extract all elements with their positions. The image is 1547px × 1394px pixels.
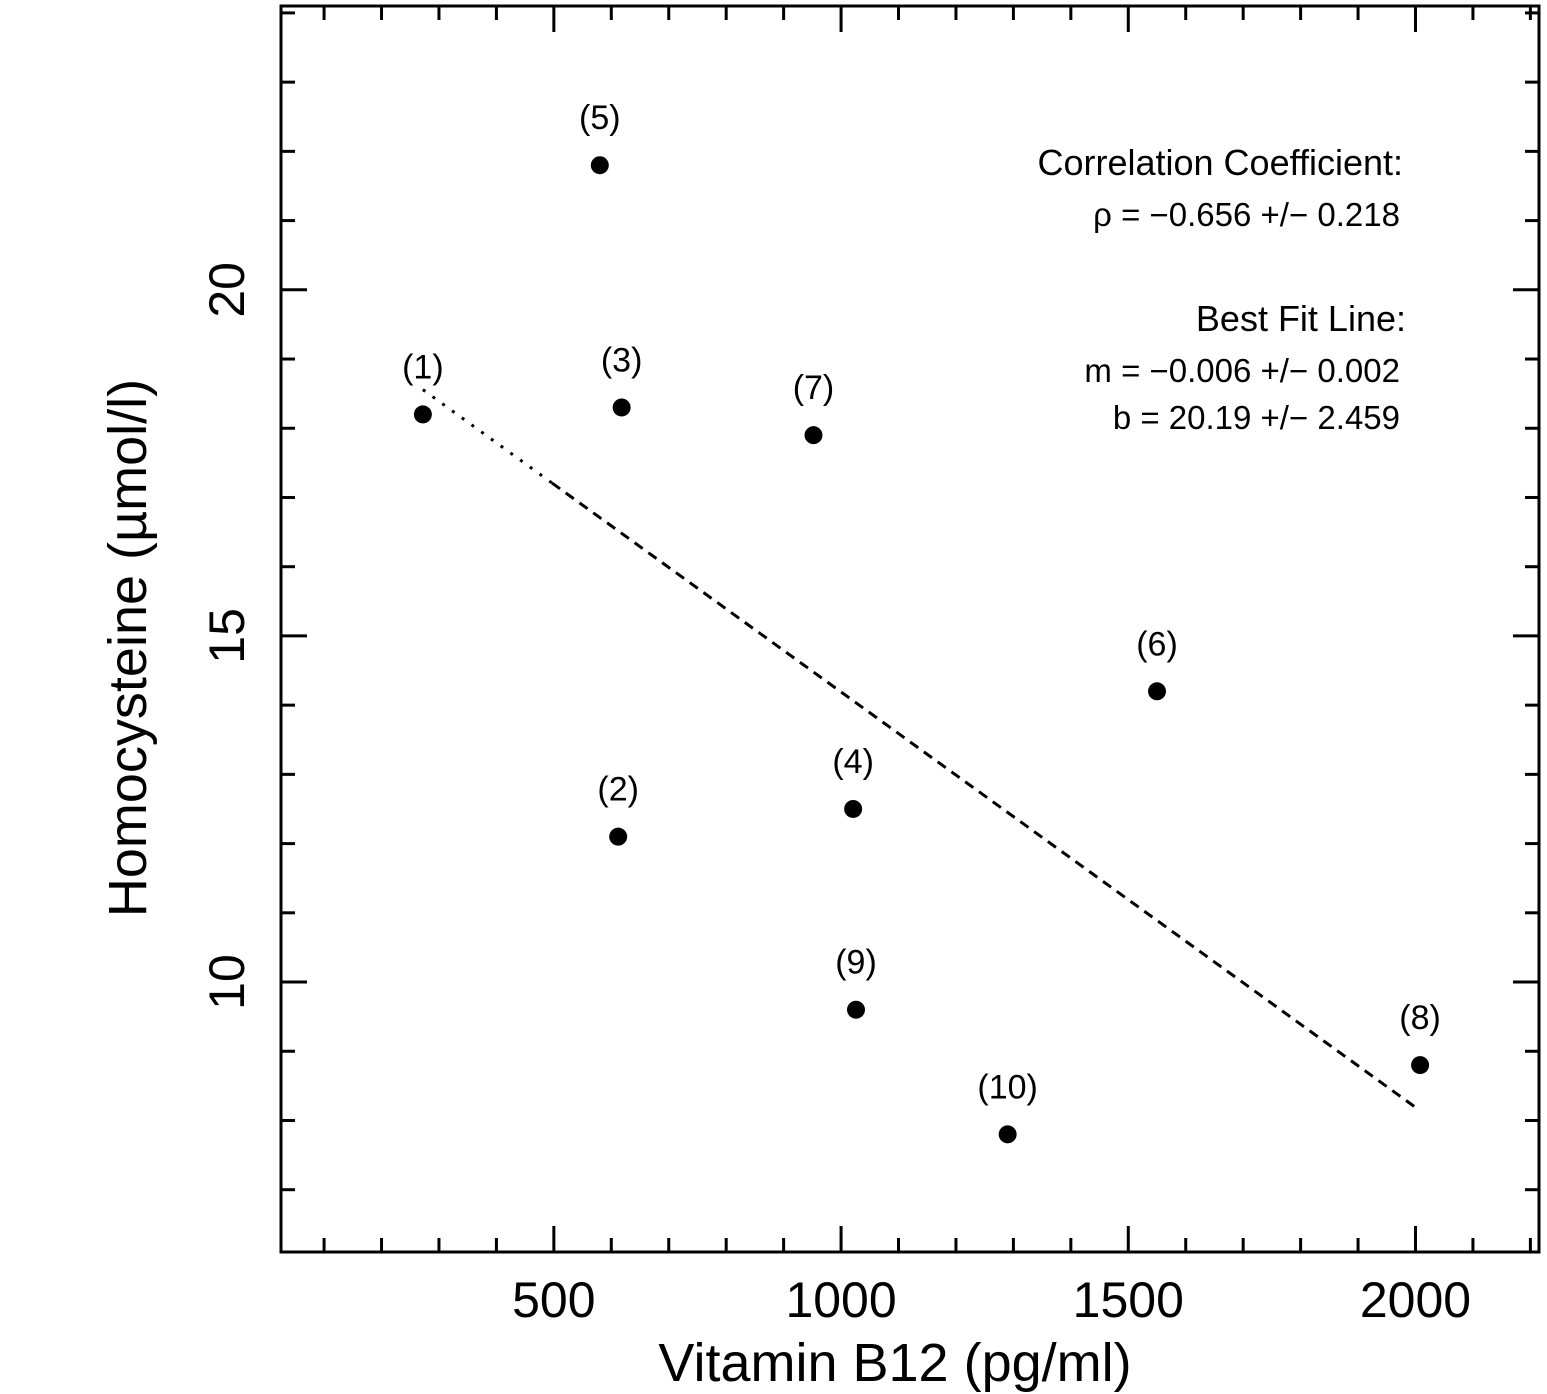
data-point-label: (9) xyxy=(835,944,877,982)
data-point-label: (7) xyxy=(793,369,835,407)
y-tick-label: 10 xyxy=(199,954,255,1010)
data-point-label: (4) xyxy=(832,743,874,781)
data-point xyxy=(612,398,631,417)
data-point-label: (1) xyxy=(402,348,444,386)
correlation-heading: Correlation Coefficient: xyxy=(1037,142,1403,183)
x-tick-label: 500 xyxy=(512,1272,595,1328)
plot-frame xyxy=(279,4,1541,1254)
correlation-value: ρ = −0.656 +/− 0.218 xyxy=(1093,196,1400,233)
data-point xyxy=(609,827,628,846)
fit-line-dashed xyxy=(551,481,1417,1109)
data-point xyxy=(1148,682,1167,701)
axis-ticks xyxy=(281,6,1539,1252)
data-point-label: (5) xyxy=(579,99,621,137)
x-tick-label: 1500 xyxy=(1073,1272,1184,1328)
data-point xyxy=(590,156,609,175)
data-point xyxy=(1411,1056,1430,1075)
best-fit-line xyxy=(422,388,1417,1109)
axis-tick-labels: 500 1000 1500 2000 10 15 20 xyxy=(199,262,1471,1328)
data-point xyxy=(847,1000,866,1019)
x-tick-label: 1000 xyxy=(785,1272,896,1328)
fit-line-dotted xyxy=(422,388,553,485)
data-point-label: (8) xyxy=(1399,999,1441,1037)
data-point-label: (2) xyxy=(597,771,639,809)
fit-slope: m = −0.006 +/− 0.002 xyxy=(1084,352,1400,389)
y-tick-label: 20 xyxy=(199,262,255,318)
fit-heading: Best Fit Line: xyxy=(1196,298,1406,339)
data-point-label: (10) xyxy=(977,1068,1037,1106)
x-tick-label: 2000 xyxy=(1360,1272,1471,1328)
y-tick-label: 15 xyxy=(199,608,255,664)
data-point-label: (3) xyxy=(601,341,643,379)
data-point xyxy=(413,405,432,424)
data-point xyxy=(844,799,863,818)
data-point xyxy=(804,426,823,445)
x-axis-title: Vitamin B12 (pg/ml) xyxy=(658,1333,1131,1393)
data-points: (1) (2) (3) (4) (5) (6) (7) (8) (9) (10) xyxy=(402,99,1441,1144)
data-point-label: (6) xyxy=(1136,625,1178,663)
y-axis-title: Homocysteine (µmol/l) xyxy=(98,379,158,917)
fit-intercept: b = 20.19 +/− 2.459 xyxy=(1113,399,1400,436)
data-point xyxy=(998,1125,1017,1144)
